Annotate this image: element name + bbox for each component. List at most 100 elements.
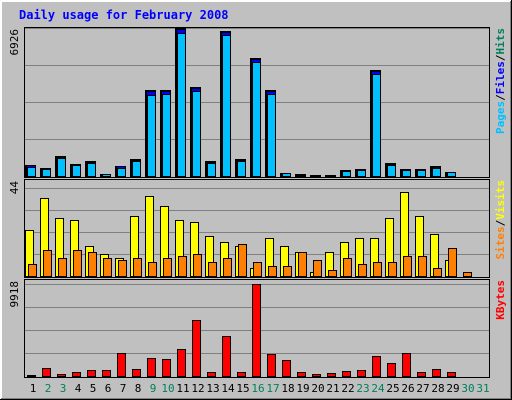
bar-pages bbox=[327, 175, 336, 177]
bar-sites bbox=[223, 258, 232, 277]
bar-pages bbox=[27, 167, 36, 177]
bar-sites bbox=[148, 262, 157, 277]
bar-sites bbox=[178, 256, 187, 277]
chart-title: Daily usage for February 2008 bbox=[19, 8, 229, 22]
x-tick-label: 31 bbox=[476, 382, 489, 395]
bar-sites bbox=[448, 248, 457, 277]
x-tick-label: 17 bbox=[266, 382, 279, 395]
legend-entry: / bbox=[494, 219, 507, 226]
bar-pages bbox=[42, 169, 51, 177]
x-tick-label: 16 bbox=[251, 382, 264, 395]
bar-kbytes bbox=[252, 284, 261, 377]
bar-sites bbox=[73, 250, 82, 277]
bar-kbytes bbox=[402, 353, 411, 377]
bar-pages bbox=[192, 91, 201, 177]
x-tick-label: 15 bbox=[236, 382, 249, 395]
x-tick-label: 22 bbox=[341, 382, 354, 395]
legend-entry: Pages bbox=[494, 101, 507, 134]
bar-sites bbox=[238, 244, 247, 277]
bar-sites bbox=[268, 266, 277, 277]
bar-kbytes bbox=[237, 372, 246, 377]
x-tick-label: 19 bbox=[296, 382, 309, 395]
bar-kbytes bbox=[327, 373, 336, 377]
bar-kbytes bbox=[102, 370, 111, 377]
legend-entry: Hits bbox=[494, 28, 507, 55]
bar-kbytes bbox=[387, 363, 396, 377]
bar-kbytes bbox=[117, 353, 126, 377]
bar-sites bbox=[388, 262, 397, 277]
x-axis-labels: 1 2 3 4 5 6 7 8 9 10 11 12 13 14 15 16 17 18 19 20 21 22 23 24 2… bbox=[30, 382, 490, 395]
x-tick-label: 26 bbox=[401, 382, 414, 395]
bar-pages bbox=[72, 165, 81, 177]
legend-entry: KBytes bbox=[494, 280, 507, 320]
x-tick-label: 27 bbox=[416, 382, 429, 395]
y-max-label: 6926 bbox=[8, 29, 21, 56]
bar-pages bbox=[357, 170, 366, 177]
bar-pages bbox=[417, 170, 426, 177]
bar-kbytes bbox=[177, 349, 186, 377]
bar-kbytes bbox=[162, 359, 171, 377]
x-tick-label: 7 bbox=[120, 382, 127, 395]
x-tick-label: 28 bbox=[431, 382, 444, 395]
x-tick-label: 21 bbox=[326, 382, 339, 395]
legend-entry: / bbox=[494, 94, 507, 101]
bar-pages bbox=[267, 94, 276, 177]
bar-kbytes bbox=[132, 369, 141, 377]
bar-pages bbox=[342, 171, 351, 177]
bar-pages bbox=[147, 95, 156, 177]
bar-sites bbox=[253, 262, 262, 277]
bar-sites bbox=[193, 254, 202, 277]
x-tick-label: 18 bbox=[281, 382, 294, 395]
bar-pages bbox=[402, 170, 411, 177]
y-max-label: 44 bbox=[8, 181, 21, 195]
bar-pages bbox=[372, 74, 381, 177]
legend: KBytes bbox=[494, 280, 507, 320]
x-tick-label: 9 bbox=[150, 382, 157, 395]
bar-pages bbox=[222, 35, 231, 177]
bar-kbytes bbox=[342, 371, 351, 377]
bar-kbytes bbox=[42, 368, 51, 377]
bar-pages bbox=[432, 168, 441, 177]
x-tick-label: 2 bbox=[45, 382, 52, 395]
bar-sites bbox=[358, 264, 367, 277]
bar-kbytes bbox=[447, 372, 456, 377]
bar-pages bbox=[132, 161, 141, 177]
x-tick-label: 24 bbox=[371, 382, 385, 395]
bar-sites bbox=[88, 252, 97, 277]
bar-pages bbox=[387, 165, 396, 177]
bar-kbytes bbox=[72, 372, 81, 377]
panel-visits-sites: 44 Sites/Visits bbox=[8, 179, 507, 278]
x-tick-label: 13 bbox=[206, 382, 219, 395]
bar-sites bbox=[343, 258, 352, 277]
bar-sites bbox=[463, 272, 472, 277]
x-tick-label: 4 bbox=[75, 382, 82, 395]
bar-sites bbox=[313, 260, 322, 277]
bar-sites bbox=[28, 264, 37, 277]
bar-kbytes bbox=[207, 372, 216, 377]
bar-sites bbox=[298, 252, 307, 277]
bar-kbytes bbox=[192, 320, 201, 377]
x-tick-label: 23 bbox=[356, 382, 369, 395]
bar-kbytes bbox=[267, 354, 276, 377]
x-tick-label: 14 bbox=[221, 382, 235, 395]
bar-kbytes bbox=[282, 360, 291, 377]
bar-sites bbox=[163, 258, 172, 277]
bar-kbytes bbox=[297, 372, 306, 377]
bar-kbytes bbox=[87, 370, 96, 377]
bar-kbytes bbox=[222, 336, 231, 377]
bar-sites bbox=[328, 270, 337, 277]
bar-pages bbox=[282, 173, 291, 177]
x-tick-label: 12 bbox=[191, 382, 204, 395]
bar-kbytes bbox=[432, 369, 441, 377]
bar-sites bbox=[418, 256, 427, 277]
x-tick-label: 1 bbox=[30, 382, 37, 395]
bar-sites bbox=[208, 262, 217, 277]
x-tick-label: 5 bbox=[90, 382, 97, 395]
x-tick-label: 6 bbox=[105, 382, 112, 395]
legend-entry: Visits bbox=[494, 180, 507, 220]
bar-sites bbox=[283, 266, 292, 277]
x-tick-label: 3 bbox=[60, 382, 67, 395]
